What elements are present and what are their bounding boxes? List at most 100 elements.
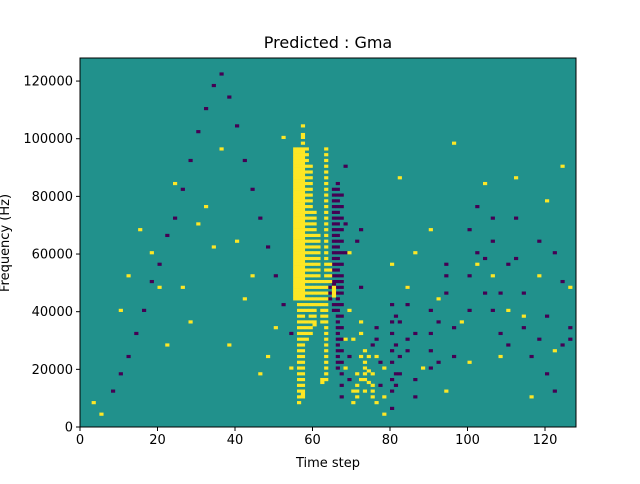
heatmap-cell-high	[297, 297, 302, 301]
heatmap-cell-high	[297, 222, 302, 226]
heatmap-cell-high	[316, 274, 321, 278]
heatmap-cell-high	[304, 164, 309, 168]
heatmap-cell-low	[428, 331, 433, 336]
heatmap-cell-low	[390, 360, 395, 364]
heatmap-cell-low	[335, 251, 340, 255]
heatmap-cell-low	[328, 285, 333, 289]
heatmap-cell-high	[320, 285, 325, 289]
y-tick-label: 100000	[23, 132, 73, 147]
heatmap-cell-high	[297, 219, 302, 223]
heatmap-cell-high	[545, 199, 550, 203]
heatmap-cell-high	[304, 251, 309, 255]
heatmap-cell-low	[436, 360, 441, 364]
heatmap-cell-high	[300, 377, 306, 382]
heatmap-cell-low	[413, 395, 418, 399]
heatmap-cell-high	[312, 308, 317, 312]
heatmap-cell-high	[316, 245, 321, 249]
heatmap-cell-high	[355, 389, 360, 393]
heatmap-cell-high	[324, 176, 329, 180]
heatmap-cell-high	[351, 389, 356, 393]
heatmap-cell-high	[351, 337, 356, 341]
heatmap-cell-high	[300, 271, 306, 275]
heatmap-cell-low	[374, 337, 379, 341]
heatmap-cell-high	[293, 277, 298, 281]
heatmap-cell-low	[521, 291, 526, 295]
heatmap-cell-low	[393, 383, 399, 387]
heatmap-cell-low	[335, 210, 340, 214]
heatmap-cell-low	[413, 377, 418, 382]
heatmap-cell-high	[347, 308, 352, 312]
heatmap-cell-low	[339, 279, 344, 284]
heatmap-cell-high	[273, 326, 278, 330]
plot-area	[79, 57, 577, 428]
heatmap-cell-high	[308, 285, 313, 289]
heatmap-cell-low	[331, 251, 337, 255]
heatmap-cell-high	[297, 153, 302, 157]
heatmap-cell-high	[297, 245, 302, 249]
heatmap-cell-high	[304, 262, 309, 266]
heatmap-cell-low	[335, 233, 340, 238]
heatmap-cell-high	[324, 164, 329, 168]
heatmap-cell-high	[413, 251, 418, 255]
heatmap-cell-high	[304, 228, 309, 232]
heatmap-cell-high	[521, 314, 526, 318]
heatmap-cell-low	[335, 314, 340, 318]
heatmap-cell-high	[300, 199, 306, 203]
heatmap-cell-high	[324, 170, 329, 174]
heatmap-cell-low	[393, 343, 399, 347]
heatmap-cell-low	[335, 256, 340, 261]
heatmap-cell-high	[300, 256, 306, 261]
y-tick-label: 40000	[32, 305, 73, 320]
heatmap-cell-high	[297, 236, 302, 240]
heatmap-cell-high	[308, 199, 313, 203]
heatmap-cell-low	[335, 320, 340, 324]
heatmap-cell-high	[304, 308, 309, 312]
heatmap-cell-high	[297, 193, 302, 197]
heatmap-cell-high	[304, 320, 309, 324]
heatmap-cell-high	[300, 184, 306, 189]
heatmap-cell-low	[506, 343, 511, 347]
heatmap-cell-high	[331, 285, 337, 289]
x-tick-label: 100	[455, 433, 480, 448]
heatmap-cell-low	[331, 228, 337, 232]
heatmap-cell-low	[370, 343, 375, 347]
heatmap-cell-high	[297, 274, 302, 278]
heatmap-cell-high	[293, 205, 298, 209]
heatmap-cell-low	[390, 377, 395, 382]
heatmap-cell-high	[297, 366, 302, 370]
heatmap-cell-low	[165, 233, 170, 238]
heatmap-cell-high	[293, 285, 298, 289]
heatmap-cell-high	[304, 233, 309, 238]
heatmap-cell-high	[297, 242, 302, 246]
heatmap-cell-high	[324, 262, 329, 266]
heatmap-cell-low	[331, 245, 337, 249]
heatmap-cell-high	[312, 303, 317, 307]
heatmap-cell-high	[293, 164, 298, 168]
heatmap-cell-high	[498, 354, 503, 359]
heatmap-cell-high	[297, 173, 302, 177]
heatmap-cell-high	[374, 401, 379, 405]
heatmap-cell-high	[300, 265, 306, 269]
heatmap-cell-low	[537, 337, 542, 341]
heatmap-cell-high	[328, 274, 333, 278]
heatmap-cell-high	[312, 323, 317, 327]
heatmap-cell-high	[300, 167, 306, 171]
heatmap-cell-high	[347, 251, 352, 255]
heatmap-cell-high	[300, 331, 306, 336]
heatmap-cell-low	[173, 216, 178, 220]
heatmap-cell-high	[382, 366, 387, 370]
heatmap-cell-high	[266, 354, 271, 359]
heatmap-cell-low	[347, 377, 352, 382]
heatmap-cell-high	[366, 369, 371, 373]
heatmap-cell-high	[308, 331, 313, 336]
heatmap-cell-high	[324, 377, 329, 382]
x-tick-label: 40	[227, 433, 244, 448]
heatmap-cell-low	[393, 314, 399, 318]
heatmap-cell-high	[300, 248, 306, 252]
heatmap-cell-high	[300, 161, 306, 165]
heatmap-cell-high	[293, 184, 298, 189]
y-tick-label: 120000	[23, 75, 73, 90]
heatmap-cell-high	[308, 274, 313, 278]
heatmap-cell-low	[378, 360, 383, 364]
heatmap-cell-low	[335, 326, 340, 330]
